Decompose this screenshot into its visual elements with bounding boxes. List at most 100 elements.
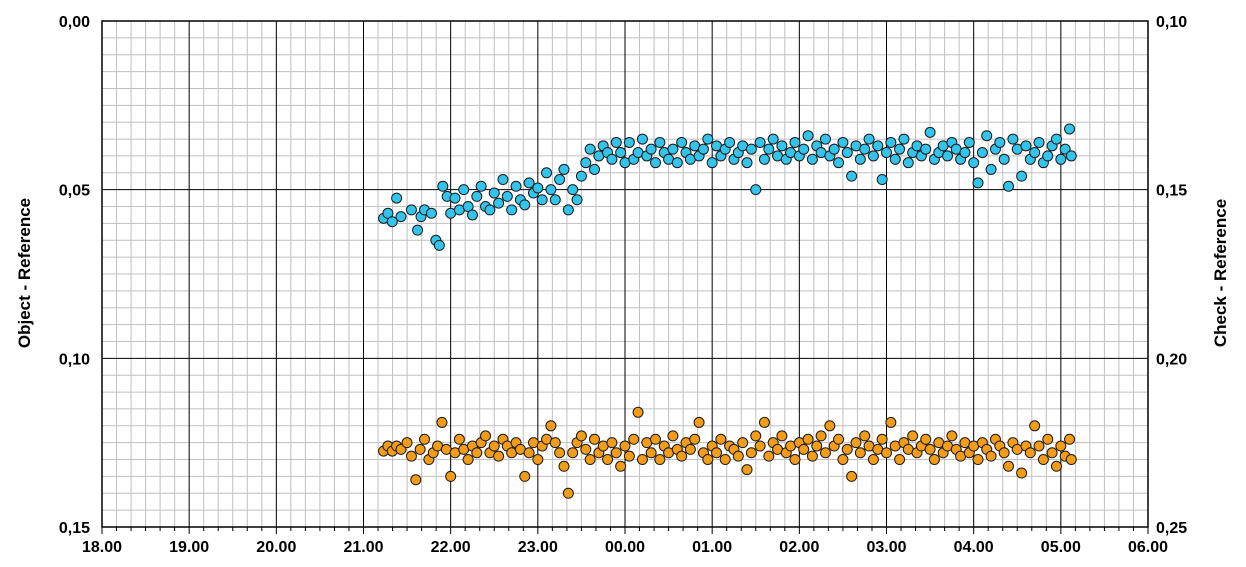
data-point: [1042, 433, 1054, 445]
data-point: [697, 143, 709, 155]
data-series-layer: [378, 123, 1077, 499]
data-point: [549, 194, 561, 206]
data-point: [580, 157, 592, 169]
data-point: [654, 454, 666, 466]
data-point: [628, 433, 640, 445]
x-tick-label: 22.00: [431, 539, 471, 556]
data-point: [854, 447, 866, 459]
data-point: [802, 433, 814, 445]
y-axis-tick-labels: 0,00 0,05 0,10 0,15: [59, 14, 90, 537]
data-point: [972, 177, 984, 189]
data-point: [488, 440, 500, 452]
data-point: [872, 140, 884, 152]
data-point: [405, 450, 417, 462]
data-point: [750, 184, 762, 196]
data-point: [833, 433, 845, 445]
data-point: [1055, 153, 1067, 165]
data-point: [541, 167, 553, 179]
data-point: [562, 487, 574, 499]
data-point: [693, 416, 705, 428]
plot-area-frame: [101, 20, 1149, 528]
data-point: [433, 239, 445, 251]
data-point: [425, 207, 437, 219]
data-point: [802, 130, 814, 142]
data-point: [510, 180, 522, 192]
check-reference-series: [378, 406, 1077, 499]
data-point: [588, 433, 600, 445]
data-point: [920, 143, 932, 155]
data-point: [763, 143, 775, 155]
data-point: [1064, 123, 1076, 135]
data-point: [702, 133, 714, 145]
data-point: [946, 430, 958, 442]
data-point: [819, 133, 831, 145]
data-point: [824, 420, 836, 432]
data-point: [580, 443, 592, 455]
data-point: [876, 174, 888, 186]
data-point: [876, 433, 888, 445]
data-point: [1003, 460, 1015, 472]
data-point: [1064, 433, 1076, 445]
y2-tick-label: 0,15: [1156, 183, 1187, 200]
data-point: [606, 437, 618, 449]
data-point: [667, 430, 679, 442]
data-point: [902, 157, 914, 169]
data-point: [615, 147, 627, 159]
data-point: [1007, 133, 1019, 145]
data-point: [382, 207, 394, 219]
data-point: [706, 157, 718, 169]
data-point: [985, 163, 997, 175]
data-point: [1020, 140, 1032, 152]
data-point: [471, 190, 483, 202]
data-point: [1055, 440, 1067, 452]
y2-axis-title: Check - Reference: [1211, 199, 1230, 347]
data-point: [610, 136, 622, 148]
data-point: [615, 460, 627, 472]
data-point: [994, 136, 1006, 148]
data-point: [480, 430, 492, 442]
data-point: [711, 447, 723, 459]
data-point: [741, 157, 753, 169]
data-point: [863, 133, 875, 145]
data-point: [636, 454, 648, 466]
data-point: [554, 174, 566, 186]
data-point: [776, 430, 788, 442]
data-point: [462, 201, 474, 213]
y2-tick-label: 0,10: [1156, 14, 1187, 31]
data-point: [850, 437, 862, 449]
data-point: [758, 416, 770, 428]
data-point: [1065, 454, 1077, 466]
data-point: [632, 406, 644, 418]
data-point: [789, 454, 801, 466]
data-point: [1042, 150, 1054, 162]
data-point: [484, 204, 496, 216]
y-tick-label: 0,15: [59, 520, 90, 537]
x-tick-label: 02.00: [779, 539, 819, 556]
data-point: [1016, 170, 1028, 182]
data-point: [924, 443, 936, 455]
data-point: [998, 447, 1010, 459]
data-point: [536, 194, 548, 206]
data-point: [412, 224, 424, 236]
data-point: [745, 143, 757, 155]
data-point: [942, 150, 954, 162]
y-axis-title: Object - Reference: [15, 198, 34, 348]
data-point: [1033, 440, 1045, 452]
data-point: [985, 450, 997, 462]
data-point: [645, 143, 657, 155]
data-point: [1033, 136, 1045, 148]
data-point: [732, 450, 744, 462]
data-point: [558, 460, 570, 472]
y2-tick-label: 0,20: [1156, 351, 1187, 368]
data-point: [828, 143, 840, 155]
data-point: [497, 174, 509, 186]
data-point: [650, 433, 662, 445]
data-point: [436, 416, 448, 428]
data-point: [715, 433, 727, 445]
data-point: [519, 470, 531, 482]
data-point: [623, 136, 635, 148]
data-point: [798, 143, 810, 155]
data-point: [567, 447, 579, 459]
data-point: [1029, 420, 1041, 432]
data-point: [1016, 467, 1028, 479]
